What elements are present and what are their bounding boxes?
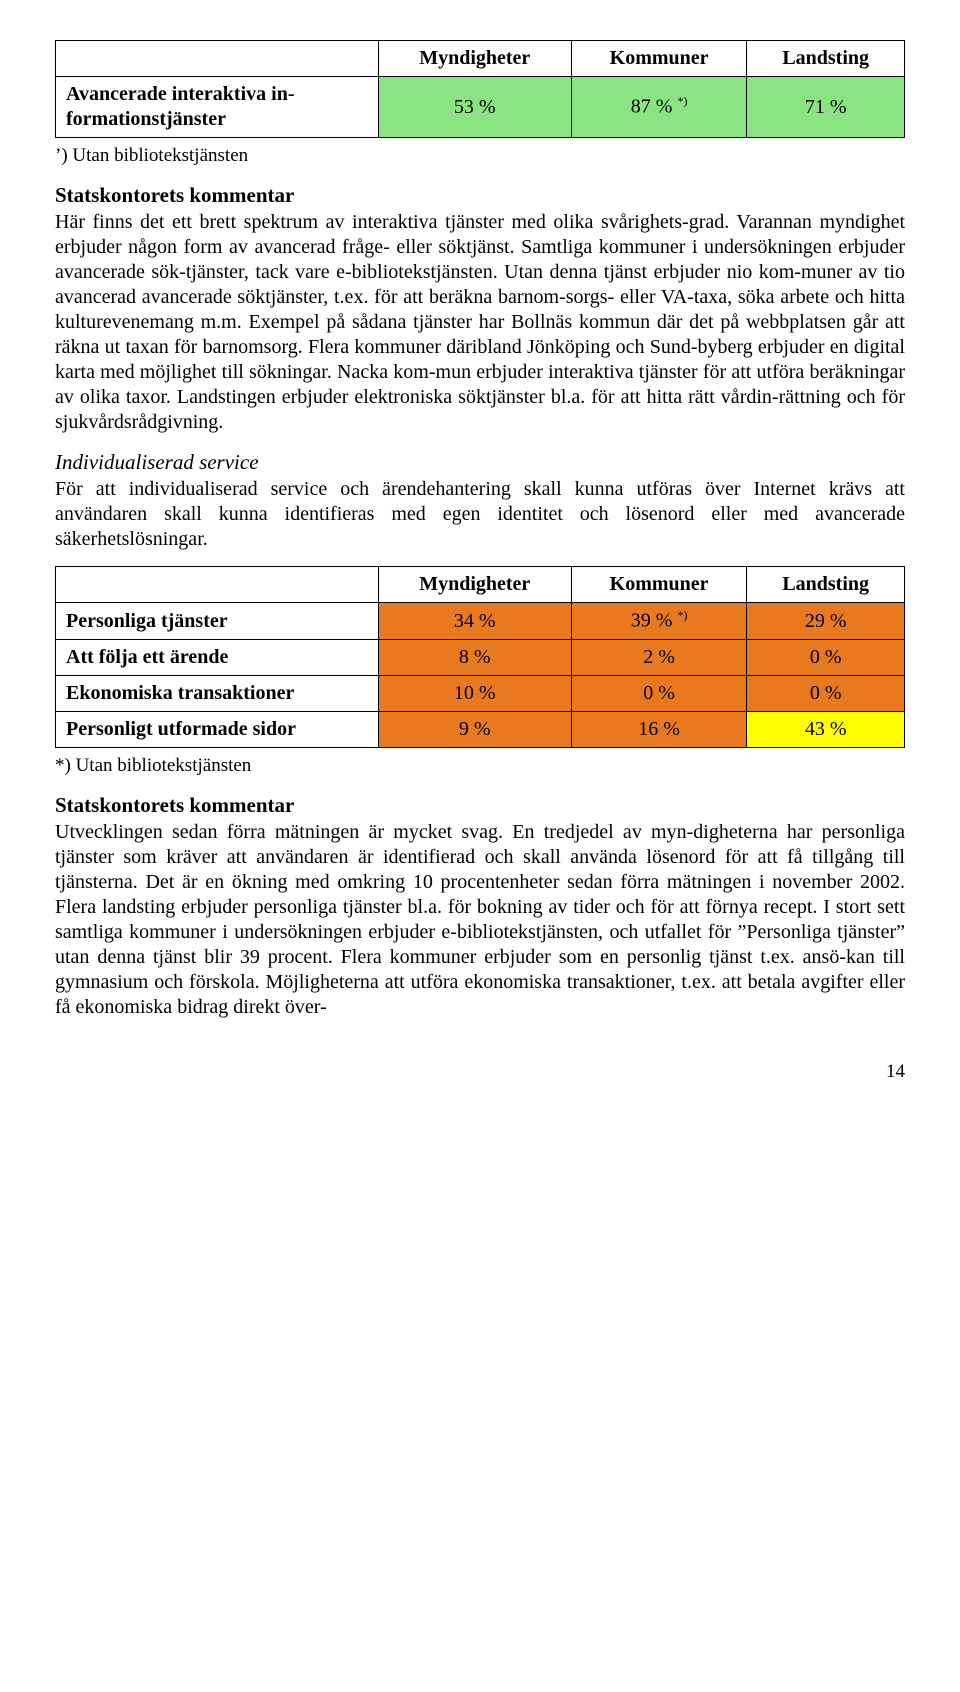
table1-header-2: Kommuner [571,41,746,77]
table2-header-1: Myndigheter [378,567,571,603]
table-advanced-services: Myndigheter Kommuner Landsting Avancerad… [55,40,905,138]
table1-cell-3: 71 % [747,77,905,138]
section2-heading: Individualiserad service [55,449,905,475]
table1-footnote: ’) Utan bibliotekstjänsten [55,144,905,168]
table2-header-2: Kommuner [571,567,746,603]
table2-row-label: Att följa ett ärende [56,639,379,675]
table2-footnote: *) Utan bibliotekstjänsten [55,754,905,778]
table1-header-3: Landsting [747,41,905,77]
table2-cell: 39 % *) [571,603,746,640]
comment2-heading: Statskontorets kommentar [55,792,905,818]
table-personal-services: Myndigheter Kommuner Landsting Personlig… [55,566,905,748]
table2-cell: 29 % [747,603,905,640]
table2-corner [56,567,379,603]
table2-cell: 9 % [378,711,571,747]
comment2-text: Utvecklingen sedan förra mätningen är my… [55,820,905,1020]
table2-row-label: Personligt utformade sidor [56,711,379,747]
table1-corner [56,41,379,77]
table2-cell: 43 % [747,711,905,747]
table2-row-label: Ekonomiska transaktioner [56,675,379,711]
table2-cell: 10 % [378,675,571,711]
table1-cell-1: 53 % [378,77,571,138]
table1-header-1: Myndigheter [378,41,571,77]
page-number: 14 [55,1060,905,1084]
table2-cell: 34 % [378,603,571,640]
table1-row-label: Avancerade interaktiva in-formationstjän… [56,77,379,138]
table2-cell: 0 % [747,675,905,711]
table1-cell-2: 87 % *) [571,77,746,138]
comment1-heading: Statskontorets kommentar [55,182,905,208]
comment1-text: Här finns det ett brett spektrum av inte… [55,210,905,435]
table2-row-label: Personliga tjänster [56,603,379,640]
table2-cell: 0 % [747,639,905,675]
section2-text: För att individualiserad service och äre… [55,477,905,552]
table2-cell: 8 % [378,639,571,675]
table2-cell: 16 % [571,711,746,747]
table2-cell: 2 % [571,639,746,675]
table2-cell: 0 % [571,675,746,711]
table2-header-3: Landsting [747,567,905,603]
